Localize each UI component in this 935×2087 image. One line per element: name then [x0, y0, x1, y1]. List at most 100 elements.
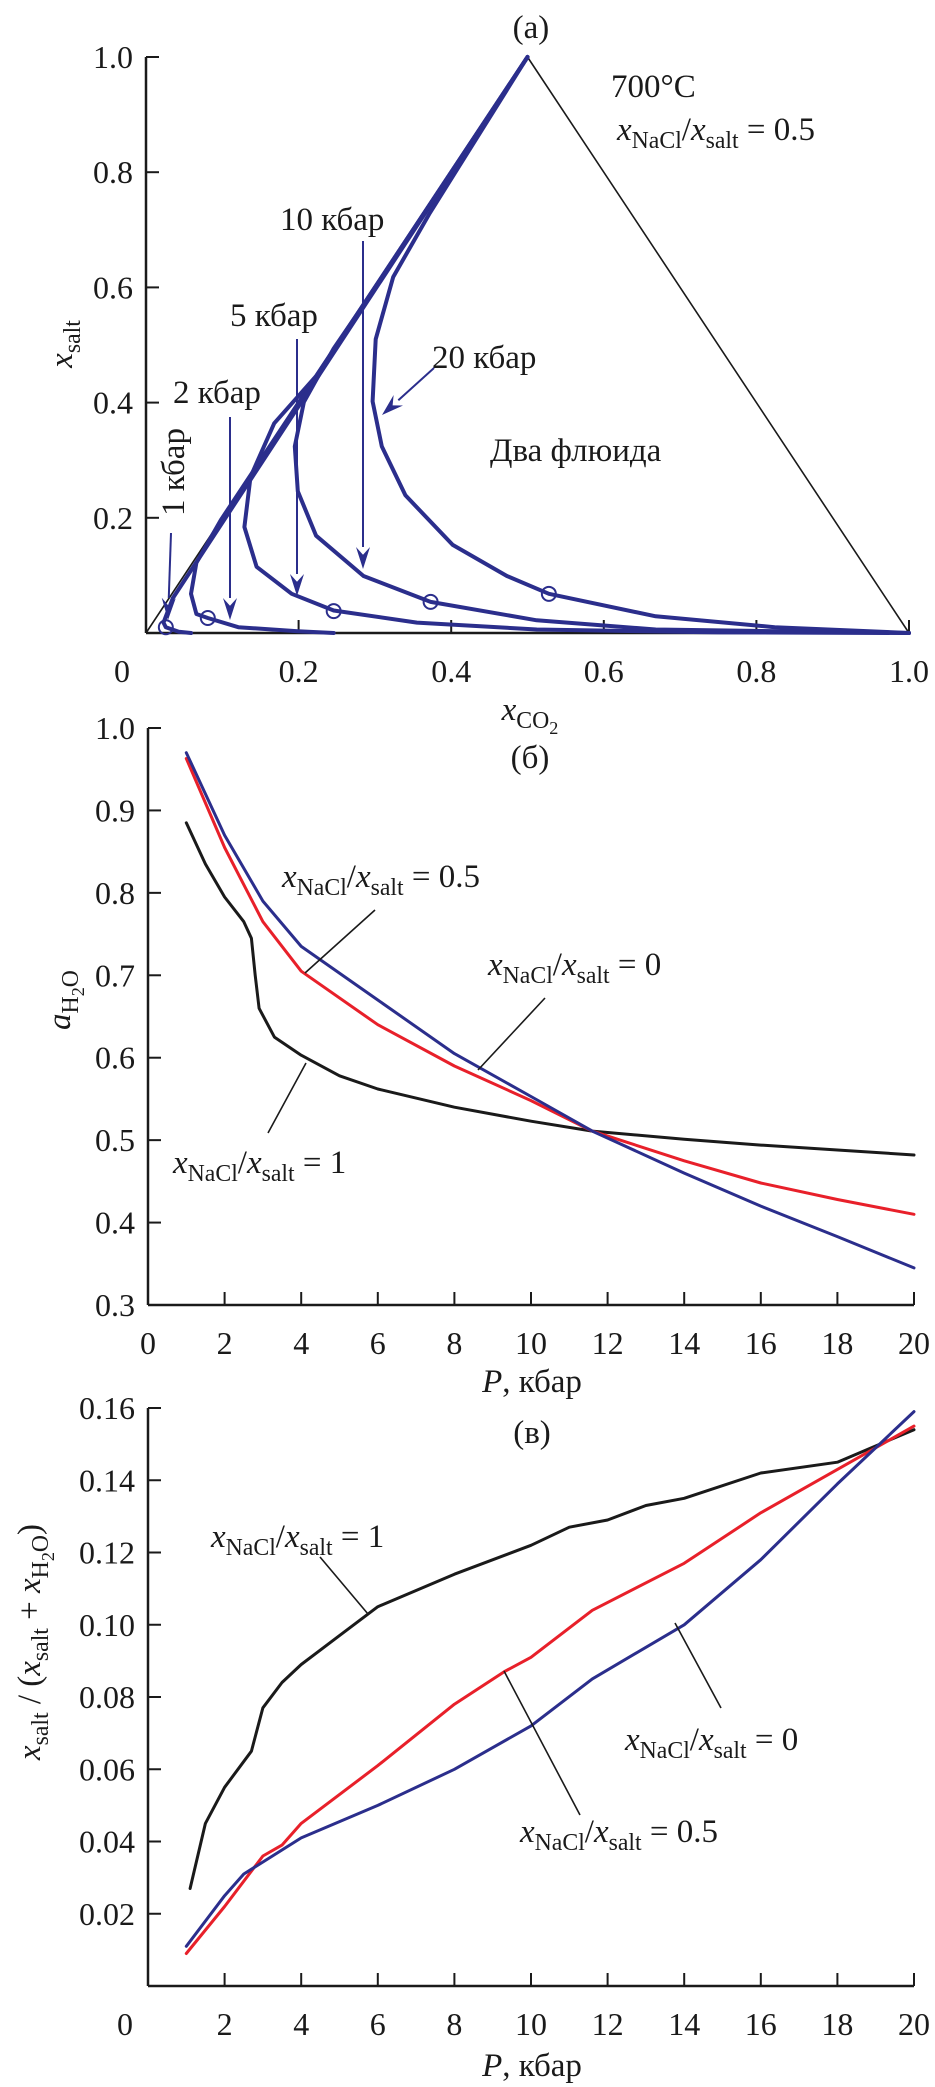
series-label: xNaCl/xsalt = 1	[210, 1519, 384, 1561]
series-line	[188, 1428, 916, 1890]
x-tick-label: 4	[293, 1325, 309, 1361]
series-label: xNaCl/xsalt = 0.5	[519, 1814, 718, 1856]
x-tick-label: 18	[821, 1325, 853, 1361]
pressure-label: 2 кбар	[173, 375, 261, 411]
label-segment: salt	[28, 1712, 54, 1745]
label-segment: x	[172, 1145, 188, 1181]
x-tick-label: 18	[821, 2006, 853, 2042]
critical-point-marker	[199, 610, 216, 627]
y-axis-label: xsalt	[44, 320, 86, 369]
critical-point-marker	[325, 603, 342, 620]
label-segment: = 0.5	[642, 1814, 718, 1850]
critical-point-marker	[540, 585, 557, 602]
label-segment: salt	[706, 128, 739, 154]
arrow-head	[382, 395, 404, 415]
arrow-shaft	[397, 367, 435, 401]
series-line	[184, 757, 916, 1216]
pressure-label: 10 кбар	[280, 202, 384, 238]
y-tick-label: 0.8	[93, 154, 133, 190]
series-line	[184, 821, 916, 1157]
x-tick-label: 0.2	[279, 653, 319, 689]
x-tick-label: 0	[117, 2006, 133, 2042]
label-segment: 2	[68, 987, 88, 996]
label-segment: NaCl	[640, 1738, 691, 1764]
label-segment: x	[616, 112, 632, 148]
y-tick-label: 0.4	[93, 385, 133, 421]
panel-title: (a)	[513, 10, 550, 46]
y-tick-label: 0.5	[95, 1122, 135, 1158]
label-segment: NaCl	[632, 128, 683, 154]
x-tick-label: 10	[515, 1325, 547, 1361]
series-label: xNaCl/xsalt = 1	[172, 1145, 346, 1187]
x-tick-label: 6	[370, 2006, 386, 2042]
label-segment: x	[624, 1722, 640, 1758]
label-segment: salt	[714, 1738, 747, 1764]
x-tick-label: 0.6	[584, 653, 624, 689]
arrow-head	[356, 547, 370, 569]
label-segment: x	[284, 1519, 300, 1555]
label-segment: x	[210, 1519, 226, 1555]
temperature-label: 700°C	[611, 69, 696, 105]
pressure-label: 5 кбар	[230, 298, 318, 334]
series-line	[184, 1410, 916, 1948]
label-segment: /	[682, 112, 692, 148]
label-segment: = 1	[295, 1145, 347, 1181]
x-tick-label: 0.8	[736, 653, 776, 689]
label-segment: O	[28, 1535, 54, 1552]
y-axis-label: xsalt / (xsalt + xH2O)	[12, 1524, 58, 1761]
leader-line	[319, 1556, 369, 1615]
arrow	[356, 241, 370, 569]
y-tick-label: 0.9	[95, 792, 135, 828]
arrow	[161, 532, 176, 620]
label-segment: 2	[38, 1552, 58, 1561]
x-tick-label: 1.0	[889, 653, 929, 689]
label-segment: x	[281, 859, 297, 895]
y-tick-label: 1.0	[95, 710, 135, 746]
label-segment: x	[12, 1578, 48, 1594]
x-tick-label: 0.4	[431, 653, 471, 689]
x-tick-label: 0	[114, 653, 130, 689]
label-segment: = 0	[747, 1722, 799, 1758]
arrow-head	[161, 597, 176, 620]
x-tick-label: 8	[446, 2006, 462, 2042]
label-segment: /	[690, 1722, 700, 1758]
series-line	[184, 1424, 916, 1955]
label-segment: x	[12, 1661, 48, 1677]
x-tick-label: 2	[217, 2006, 233, 2042]
label-segment: salt	[60, 320, 86, 353]
panel-title: (в)	[513, 1415, 551, 1451]
series-line	[184, 751, 916, 1270]
arrow-shaft	[167, 532, 172, 599]
series-line	[370, 55, 911, 635]
x-axis-label: P, кбар	[481, 1364, 582, 1400]
x-tick-label: 2	[217, 1325, 233, 1361]
series-line	[242, 55, 911, 635]
y-tick-label: 0.16	[79, 1390, 135, 1426]
label-segment: NaCl	[297, 875, 348, 901]
y-tick-label: 0.02	[79, 1896, 135, 1932]
series-line	[292, 55, 911, 635]
y-tick-label: 0.04	[79, 1824, 135, 1860]
x-tick-label: 4	[293, 2006, 309, 2042]
arrow-head	[290, 574, 304, 596]
label-segment: salt	[28, 1628, 54, 1661]
pressure-label: 20 кбар	[432, 340, 536, 376]
label-segment: )	[12, 1524, 48, 1535]
series-label: xNaCl/xsalt = 0	[624, 1722, 798, 1764]
x-tick-label: 10	[515, 2006, 547, 2042]
label-segment: a	[42, 1013, 78, 1030]
label-segment: H	[28, 1561, 54, 1578]
panel-a-ternary-chart: 0 0.2 0.4 0.6 0.8 1.0 0.2 0.4 0.6 0.8 1.0 (a) 700°C x…	[44, 10, 929, 738]
series-label: xNaCl/xsalt = 0.5	[281, 859, 480, 901]
x-tick-label: 20	[898, 1325, 930, 1361]
y-tick-label: 0.4	[95, 1205, 135, 1241]
label-segment: salt	[371, 875, 404, 901]
arrow	[223, 417, 237, 620]
x-tick-label: 14	[668, 2006, 700, 2042]
label-segment: NaCl	[226, 1535, 277, 1561]
label-segment: = 0.5	[404, 859, 480, 895]
label-segment: NaCl	[535, 1830, 586, 1856]
x-tick-label: 0	[140, 1325, 156, 1361]
x-axis-label: xCO2	[501, 692, 559, 738]
leader-line	[674, 1622, 722, 1709]
